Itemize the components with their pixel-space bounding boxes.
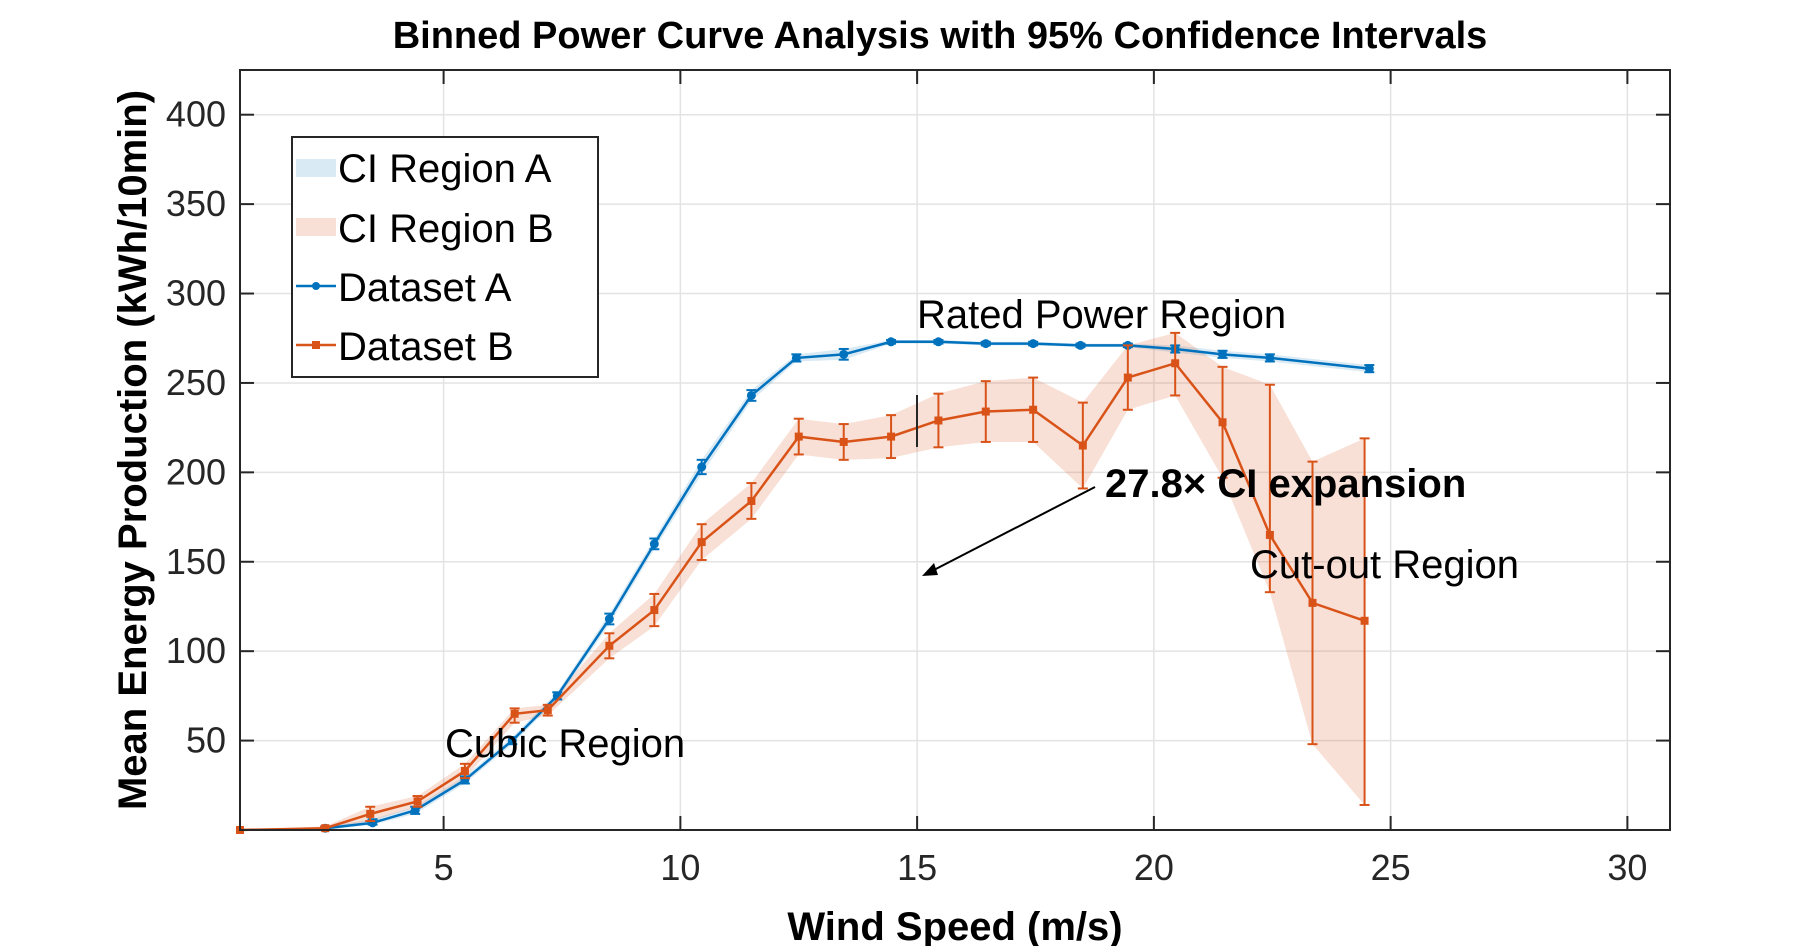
y-tick-label: 100	[166, 630, 226, 671]
data-point	[410, 805, 420, 815]
expansion-arrow-head	[922, 563, 938, 576]
expansion-arrow-line	[929, 486, 1096, 573]
data-point	[981, 339, 991, 349]
y-tick-label: 350	[166, 183, 226, 224]
x-tick-label: 20	[1134, 847, 1174, 888]
plot-frame	[239, 69, 1671, 831]
series-dataset-b	[236, 331, 1370, 834]
legend-marker-dataset-b	[312, 341, 320, 349]
data-point	[981, 407, 990, 416]
chart-title: Binned Power Curve Analysis with 95% Con…	[393, 15, 1488, 57]
data-point	[839, 437, 848, 446]
data-point	[1218, 349, 1228, 359]
x-axis-label: Wind Speed (m/s)	[787, 905, 1122, 946]
data-point	[1218, 418, 1227, 427]
data-series	[236, 331, 1375, 834]
y-tick-label: 400	[166, 94, 226, 135]
legend-marker-dataset-a	[312, 282, 320, 290]
data-point	[747, 496, 756, 505]
x-tick-label: 30	[1607, 847, 1647, 888]
x-tick-label: 10	[660, 847, 700, 888]
data-point	[746, 390, 756, 400]
data-point	[321, 824, 330, 833]
data-point	[1029, 405, 1038, 414]
legend-swatch-ci-a	[296, 159, 336, 177]
annotation-cutout-region: Cut-out Region	[1250, 543, 1519, 587]
data-point	[649, 539, 659, 549]
data-point	[366, 809, 375, 818]
data-point	[510, 709, 519, 718]
legend-label-ci-a: CI Region A	[338, 147, 552, 191]
data-point	[1265, 530, 1274, 539]
y-tick-label: 50	[186, 720, 226, 761]
data-point	[886, 337, 896, 347]
data-point	[604, 614, 614, 624]
legend-swatch-ci-b	[296, 218, 336, 236]
x-tick-label: 15	[897, 847, 937, 888]
data-point	[1171, 359, 1180, 368]
legend-label-ci-b: CI Region B	[338, 207, 554, 251]
data-point	[1364, 364, 1374, 374]
data-point	[413, 797, 422, 806]
annotations: Rated Power Region 27.8× CI expansion Cu…	[445, 293, 1519, 766]
annotation-rated-power: Rated Power Region	[917, 293, 1286, 337]
series-line-dataset-a	[325, 340, 1370, 830]
data-point	[543, 706, 552, 715]
x-tick-label: 5	[434, 847, 454, 888]
data-point	[1308, 598, 1317, 607]
annotation-cubic-region: Cubic Region	[445, 722, 685, 766]
axis-ticks: 5 10 15 20 25 30 50 100 150 200 250 300 350 400	[166, 70, 1670, 888]
legend-label-dataset-a: Dataset A	[338, 266, 512, 310]
data-point	[697, 538, 706, 547]
data-point	[791, 353, 801, 363]
data-point	[887, 432, 896, 441]
legend-label-dataset-b: Dataset B	[338, 325, 514, 369]
data-point	[605, 641, 614, 650]
x-tick-label: 25	[1371, 847, 1411, 888]
data-point	[933, 337, 943, 347]
y-axis-label: Mean Energy Production (kWh/10min)	[111, 90, 155, 810]
data-point	[934, 416, 943, 425]
y-tick-label: 200	[166, 451, 226, 492]
y-tick-label: 150	[166, 541, 226, 582]
y-tick-label: 300	[166, 273, 226, 314]
annotation-ci-expansion: 27.8× CI expansion	[1105, 462, 1466, 506]
data-point	[1360, 616, 1369, 625]
data-point	[650, 606, 659, 615]
legend-box	[291, 136, 599, 378]
data-point	[697, 462, 707, 472]
data-point	[1028, 339, 1038, 349]
legend: CI Region A CI Region B Dataset A Datase…	[291, 136, 599, 378]
data-point	[1265, 353, 1275, 363]
data-point	[839, 349, 849, 359]
series-line-dataset-b	[239, 361, 1365, 832]
data-point	[507, 736, 517, 746]
data-point	[1075, 340, 1085, 350]
data-point	[460, 766, 469, 775]
data-point	[1078, 441, 1087, 450]
data-point	[794, 432, 803, 441]
y-tick-label: 250	[166, 362, 226, 403]
data-point	[1123, 373, 1132, 382]
